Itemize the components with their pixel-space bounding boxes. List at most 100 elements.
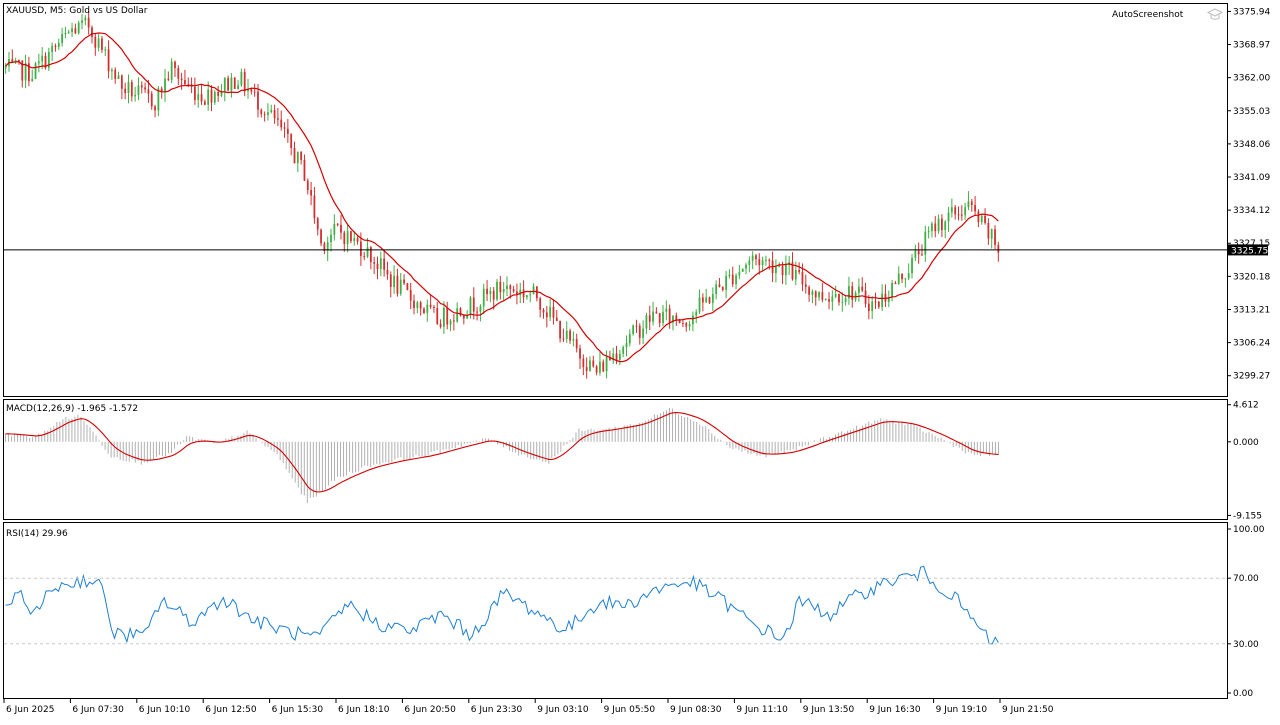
candle-body: [303, 159, 306, 181]
candle-body: [496, 281, 498, 300]
candle-body: [479, 306, 482, 312]
candle-body: [360, 241, 362, 257]
candle-body: [91, 27, 93, 37]
candle-body: [512, 289, 515, 292]
candle-body: [625, 343, 628, 348]
candle-body: [545, 312, 548, 318]
candle-body: [877, 301, 880, 307]
price-tick-label: 3306.24: [1233, 339, 1270, 349]
candle-body: [104, 49, 107, 51]
price-tick-label: 3368.97: [1233, 41, 1270, 51]
candle-body: [552, 306, 555, 318]
candle-body: [881, 293, 884, 307]
candle-body: [253, 91, 256, 93]
rsi-series: [5, 565, 999, 645]
candle-body: [901, 273, 903, 280]
rsi-label: RSI(14) 29.96: [6, 529, 68, 539]
candle-body: [738, 271, 741, 276]
candle-body: [804, 284, 807, 288]
candle-body: [260, 109, 263, 115]
candle-body: [605, 356, 608, 372]
macd-signal-line: [5, 412, 999, 493]
candle-body: [84, 17, 87, 21]
candle-body: [997, 244, 1000, 253]
candle-body: [250, 89, 253, 92]
candle-body: [692, 315, 694, 325]
candle-body: [336, 223, 339, 225]
candle-body: [71, 28, 73, 33]
candle-body: [931, 223, 933, 232]
candle-body: [934, 223, 937, 232]
candle-body: [386, 269, 389, 275]
candle-body: [695, 311, 698, 316]
candle-body: [559, 320, 561, 339]
candle-body: [459, 308, 462, 316]
candle-body: [290, 133, 293, 148]
candle-body: [632, 325, 635, 335]
candle-body: [492, 290, 495, 300]
candle-body: [369, 247, 372, 263]
candle-body: [499, 281, 502, 293]
candle-body: [897, 273, 900, 285]
candle-body: [801, 272, 804, 285]
candle-body: [114, 69, 117, 80]
candle-body: [579, 348, 581, 359]
candle-body: [243, 71, 246, 92]
candle-body: [346, 231, 349, 245]
candle-body: [841, 301, 844, 303]
candle-body: [77, 22, 80, 34]
candle-body: [203, 101, 206, 105]
candle-body: [954, 207, 957, 215]
candle-body: [137, 85, 140, 95]
candle-body: [658, 313, 661, 323]
candle-body: [844, 298, 847, 302]
candle-body: [947, 212, 950, 222]
candle-body: [914, 250, 917, 258]
candle-body: [413, 300, 415, 309]
macd-label: MACD(12,26,9) -1.965 -1.572: [6, 404, 138, 414]
candle-body: [277, 118, 279, 120]
candle-body: [784, 264, 787, 276]
candle-body: [489, 290, 492, 295]
candle-body: [874, 301, 877, 303]
time-tick-label: 9 Jun 21:50: [1002, 705, 1054, 715]
candle-body: [406, 283, 409, 290]
candle-body: [220, 90, 223, 96]
candle-body: [157, 88, 160, 111]
candle-body: [446, 308, 449, 325]
candle-body: [107, 49, 110, 72]
candle-body: [994, 229, 996, 245]
candle-body: [964, 207, 967, 216]
candle-body: [791, 262, 794, 280]
candle-body: [320, 229, 322, 244]
candle-body: [718, 284, 721, 287]
candle-body: [555, 317, 558, 321]
candle-body: [572, 339, 575, 341]
candle-body: [482, 288, 485, 307]
candle-body: [725, 275, 727, 290]
candle-body: [373, 262, 376, 264]
moving-average-line: [5, 32, 999, 363]
candle-body: [330, 234, 332, 243]
candle-body: [522, 289, 525, 298]
candle-body: [18, 60, 20, 62]
time-tick-label: 9 Jun 03:10: [537, 705, 589, 715]
candle-body: [356, 238, 359, 242]
candle-body: [306, 180, 309, 191]
candle-body: [389, 274, 392, 287]
candle-body: [67, 32, 70, 34]
candle-body: [599, 361, 601, 373]
candle-body: [403, 279, 405, 284]
candle-body: [589, 360, 591, 371]
candle-body: [120, 75, 123, 89]
candle-body: [170, 61, 173, 80]
candle-body: [423, 308, 425, 313]
candle-body: [638, 325, 641, 338]
candle-body: [150, 93, 153, 107]
candle-body: [768, 259, 771, 261]
price-tick-label: 3320.18: [1233, 272, 1270, 282]
candle-body: [927, 231, 930, 233]
candle-body: [595, 366, 598, 373]
current-price-box: [1228, 244, 1268, 256]
